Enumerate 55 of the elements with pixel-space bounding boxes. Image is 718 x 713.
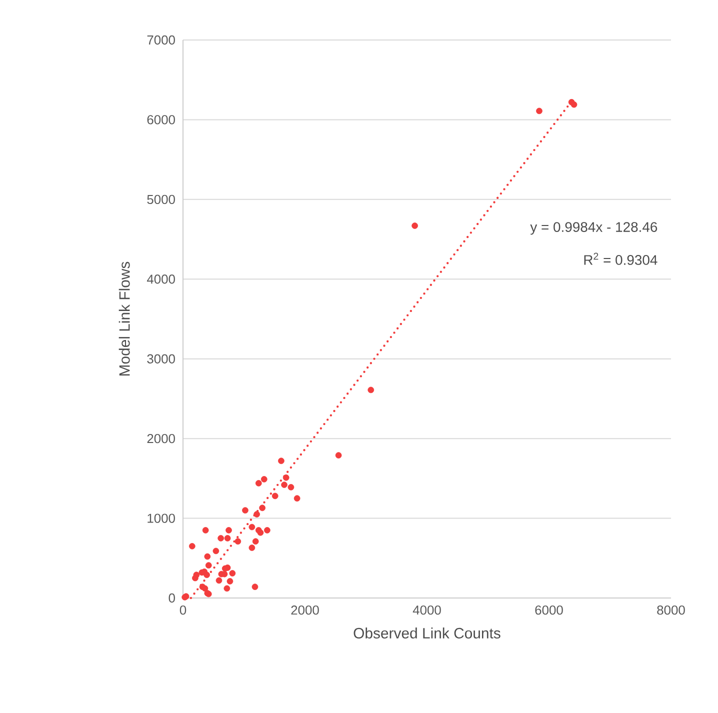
- point: [224, 535, 231, 542]
- point: [335, 452, 342, 458]
- point: [222, 565, 228, 572]
- y-tick-label: 7000: [147, 35, 175, 45]
- point: [252, 584, 258, 590]
- y-tick-label: 4000: [146, 274, 175, 284]
- y-tick-label: 1000: [148, 514, 175, 523]
- point: [368, 386, 374, 394]
- point: [272, 492, 278, 500]
- point: [202, 527, 209, 534]
- point: [202, 585, 208, 592]
- point: [192, 574, 198, 582]
- y-tick-label: 2000: [147, 434, 175, 444]
- point: [259, 504, 266, 512]
- y-tick-label: 3000: [147, 354, 175, 364]
- annotation: R$^{2}$ = 0.9304: [584, 252, 658, 265]
- point: [260, 476, 268, 482]
- y-tick-label: 5000: [147, 194, 175, 204]
- point: [282, 474, 290, 481]
- x-tick-label: 2000: [291, 606, 319, 615]
- annotation: y = 0.9984x - 128.46: [530, 222, 658, 235]
- x-tick-label: 8000: [657, 606, 685, 615]
- point: [234, 538, 242, 545]
- x-axis-title: Observed Link Counts: [354, 628, 500, 638]
- point: [281, 482, 288, 488]
- y-axis-title: Model Link Flows: [118, 262, 130, 376]
- point: [257, 529, 264, 536]
- point: [288, 484, 294, 490]
- x-tick-label: 0: [180, 606, 186, 615]
- point: [252, 538, 259, 545]
- point: [218, 535, 224, 542]
- point: [242, 507, 248, 514]
- point: [570, 101, 578, 108]
- point: [412, 222, 418, 229]
- point: [255, 480, 262, 486]
- point: [226, 578, 234, 584]
- point: [204, 553, 211, 560]
- point: [188, 542, 196, 550]
- y-tick-label: 6000: [147, 115, 175, 124]
- point: [205, 562, 212, 569]
- point: [294, 495, 300, 502]
- point: [254, 511, 260, 518]
- x-tick-label: 4000: [412, 606, 441, 615]
- x-tick-label: 6000: [535, 606, 563, 615]
- point: [248, 544, 256, 551]
- y-tick-label: 0: [168, 593, 175, 603]
- point: [226, 527, 232, 534]
- point: [216, 577, 222, 584]
- point: [264, 527, 270, 534]
- point: [248, 524, 256, 530]
- point: [229, 570, 236, 576]
- point: [224, 585, 230, 592]
- point: [536, 108, 542, 114]
- point: [278, 458, 284, 464]
- point: [212, 548, 220, 554]
